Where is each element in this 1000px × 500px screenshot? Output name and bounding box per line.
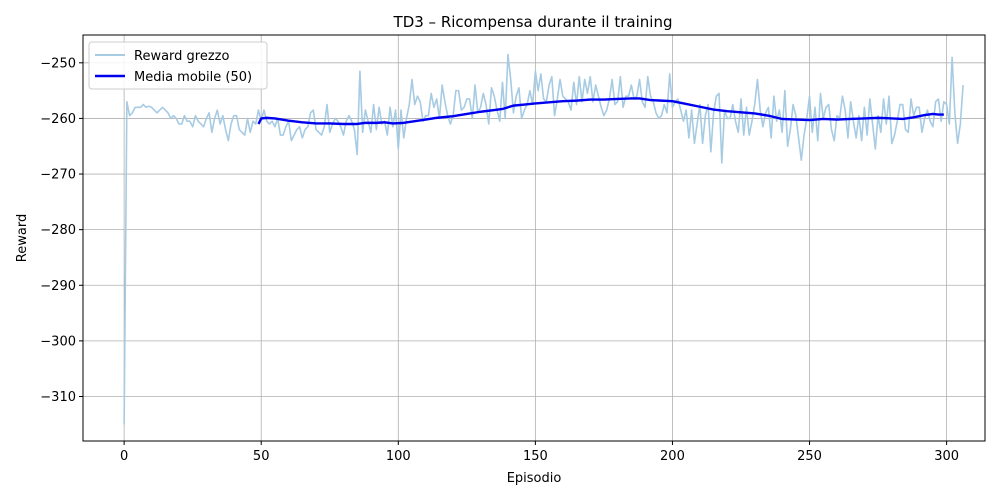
y-tick-label: −310 bbox=[40, 390, 76, 405]
legend: Reward grezzo Media mobile (50) bbox=[88, 41, 268, 90]
axis-ticks: 0 50 100 150 200 250 300 −310 −300 −290 −280 −270 −2… bbox=[40, 56, 959, 464]
plot-frame bbox=[82, 34, 986, 442]
x-tick-label: 300 bbox=[934, 449, 959, 464]
y-tick-label: −290 bbox=[40, 279, 76, 294]
y-axis-title: Reward bbox=[15, 214, 30, 262]
legend-label-media-mobile: Media mobile (50) bbox=[134, 70, 252, 85]
y-tick-label: −300 bbox=[40, 334, 76, 349]
series-line-media-mobile bbox=[257, 97, 944, 126]
plot-series bbox=[123, 53, 964, 425]
grid-lines bbox=[83, 35, 985, 441]
chart-title: TD3 – Ricompensa durante il training bbox=[393, 13, 673, 31]
x-tick-label: 0 bbox=[120, 449, 128, 464]
y-tick-label: −270 bbox=[40, 168, 76, 183]
y-tick-label: −280 bbox=[40, 223, 76, 238]
x-tick-label: 50 bbox=[253, 449, 270, 464]
legend-box bbox=[88, 41, 268, 90]
x-tick-label: 150 bbox=[523, 449, 548, 464]
x-tick-label: 100 bbox=[386, 449, 411, 464]
x-tick-label: 200 bbox=[660, 449, 685, 464]
y-tick-label: −250 bbox=[40, 56, 76, 71]
x-axis-title: Episodio bbox=[507, 471, 562, 486]
x-tick-label: 250 bbox=[797, 449, 822, 464]
legend-label-reward-grezzo: Reward grezzo bbox=[134, 49, 230, 64]
y-tick-label: −260 bbox=[40, 112, 76, 127]
